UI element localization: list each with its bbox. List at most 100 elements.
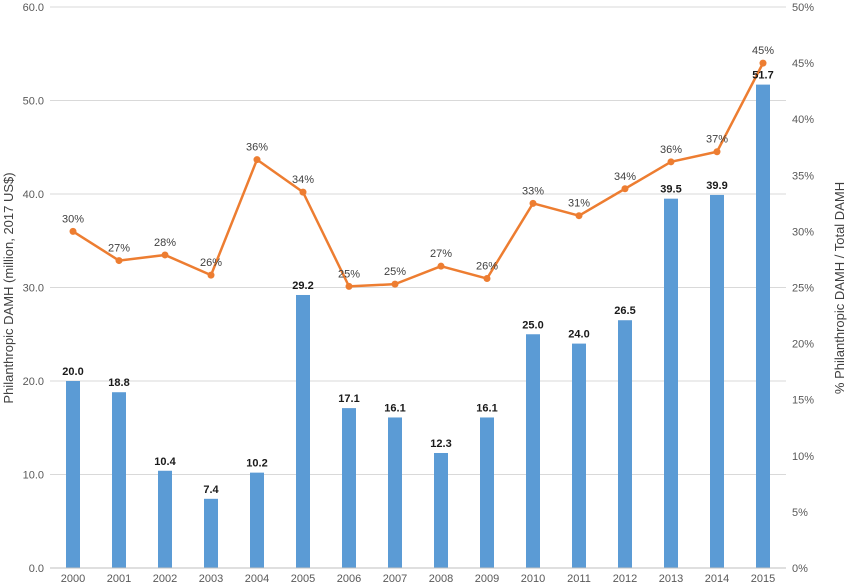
line-point bbox=[713, 148, 721, 156]
y-tick-label: 30.0 bbox=[23, 283, 44, 295]
x-tick-label: 2005 bbox=[291, 573, 315, 585]
bar-value-label: 18.8 bbox=[108, 377, 129, 389]
line-value-label: 34% bbox=[292, 174, 314, 186]
bar bbox=[618, 320, 632, 568]
y-axis-title: Philanthropic DAMH (million, 2017 US$) bbox=[1, 172, 16, 403]
line-value-label: 36% bbox=[246, 142, 268, 154]
y2-tick-label: 20% bbox=[792, 339, 814, 351]
line-point bbox=[207, 271, 215, 279]
x-tick-label: 2003 bbox=[199, 573, 223, 585]
y2-tick-label: 5% bbox=[792, 507, 808, 519]
line-value-label: 34% bbox=[614, 171, 636, 183]
bar-value-label: 24.0 bbox=[568, 329, 589, 341]
line-point bbox=[161, 251, 169, 259]
line-value-label: 37% bbox=[706, 134, 728, 146]
y2-tick-label: 45% bbox=[792, 58, 814, 70]
x-tick-label: 2012 bbox=[613, 573, 637, 585]
bar bbox=[572, 343, 586, 568]
bar-series bbox=[66, 84, 770, 569]
line-value-label: 27% bbox=[108, 243, 130, 255]
y2-tick-label: 25% bbox=[792, 283, 814, 295]
line-path bbox=[72, 62, 765, 288]
y2-axis-title: % Philanthropic DAMH / Total DAMH bbox=[832, 182, 847, 394]
bar bbox=[204, 498, 218, 568]
line-point bbox=[69, 227, 77, 235]
line-point bbox=[483, 275, 491, 283]
y2-tick-label: 50% bbox=[792, 2, 814, 14]
line-value-label: 36% bbox=[660, 144, 682, 156]
y-tick-label: 60.0 bbox=[23, 2, 44, 14]
y-tick-label: 0.0 bbox=[29, 563, 44, 575]
y-tick-label: 40.0 bbox=[23, 189, 44, 201]
gridlines bbox=[50, 6, 786, 569]
bar-value-label: 16.1 bbox=[476, 402, 497, 414]
bar-value-label: 20.0 bbox=[62, 366, 83, 378]
line-point bbox=[667, 158, 675, 166]
line-point bbox=[115, 257, 123, 265]
line-value-label: 27% bbox=[430, 248, 452, 260]
bar bbox=[388, 417, 402, 568]
x-tick-label: 2010 bbox=[521, 573, 545, 585]
line-value-label: 25% bbox=[338, 268, 360, 280]
y-tick-label: 20.0 bbox=[23, 376, 44, 388]
x-tick-label: 2009 bbox=[475, 573, 499, 585]
y2-tick-label: 40% bbox=[792, 114, 814, 126]
bar-value-label: 17.1 bbox=[338, 393, 359, 405]
line-value-label: 26% bbox=[476, 261, 498, 273]
bar bbox=[756, 84, 770, 568]
line-point bbox=[575, 212, 583, 220]
x-tick-label: 2002 bbox=[153, 573, 177, 585]
bar-value-label: 39.5 bbox=[660, 184, 681, 196]
line-value-label: 28% bbox=[154, 237, 176, 249]
line-value-label: 25% bbox=[384, 266, 406, 278]
bar bbox=[434, 452, 448, 568]
y2-tick-label: 10% bbox=[792, 451, 814, 463]
x-tick-label: 2008 bbox=[429, 573, 453, 585]
line-value-label: 45% bbox=[752, 45, 774, 57]
x-tick-label: 2011 bbox=[567, 573, 591, 585]
line-point bbox=[299, 188, 307, 196]
y2-tick-label: 30% bbox=[792, 226, 814, 238]
bar bbox=[158, 470, 172, 568]
line-point bbox=[621, 185, 629, 193]
bar bbox=[480, 417, 494, 568]
bar-value-label: 26.5 bbox=[614, 305, 635, 317]
line-point bbox=[391, 280, 399, 288]
bar bbox=[710, 194, 724, 568]
line-point bbox=[759, 59, 767, 67]
bar-value-label: 29.2 bbox=[292, 280, 313, 292]
y-tick-label: 50.0 bbox=[23, 96, 44, 108]
bar bbox=[664, 198, 678, 569]
bar-value-label: 10.4 bbox=[154, 456, 176, 468]
x-tick-label: 2006 bbox=[337, 573, 361, 585]
line-value-label: 33% bbox=[522, 185, 544, 197]
x-tick-label: 2013 bbox=[659, 573, 683, 585]
bar bbox=[66, 381, 80, 568]
line-point bbox=[437, 262, 445, 270]
bar-value-label: 12.3 bbox=[430, 438, 451, 450]
bar bbox=[250, 472, 264, 568]
bar bbox=[296, 294, 310, 568]
x-tick-label: 2015 bbox=[751, 573, 775, 585]
data-labels: 20.0 18.8 10.4 7.4 10.2 29.2 17.1 16.1 12.3 16.1 2… bbox=[62, 45, 774, 496]
line-point bbox=[529, 199, 537, 207]
line-point bbox=[253, 156, 261, 164]
line-value-label: 30% bbox=[62, 213, 84, 225]
line-point bbox=[345, 282, 353, 290]
x-tick-label: 2004 bbox=[245, 573, 269, 585]
y2-tick-label: 0% bbox=[792, 563, 808, 575]
x-tick-label: 2001 bbox=[107, 573, 131, 585]
bar-value-label: 16.1 bbox=[384, 402, 405, 414]
bar bbox=[342, 408, 356, 568]
y2-tick-label: 35% bbox=[792, 170, 814, 182]
axes: 0.0 10.0 20.0 30.0 40.0 50.0 60.0 0% 5% 10% 15% 20%… bbox=[23, 2, 815, 585]
bar bbox=[112, 392, 126, 568]
bar-value-label: 39.9 bbox=[706, 180, 727, 192]
line-value-label: 31% bbox=[568, 198, 590, 210]
bar-value-label: 10.2 bbox=[246, 458, 267, 470]
bar-value-label: 51.7 bbox=[752, 70, 773, 82]
x-tick-label: 2000 bbox=[61, 573, 85, 585]
y-tick-label: 10.0 bbox=[23, 470, 44, 482]
x-tick-label: 2014 bbox=[705, 573, 729, 585]
